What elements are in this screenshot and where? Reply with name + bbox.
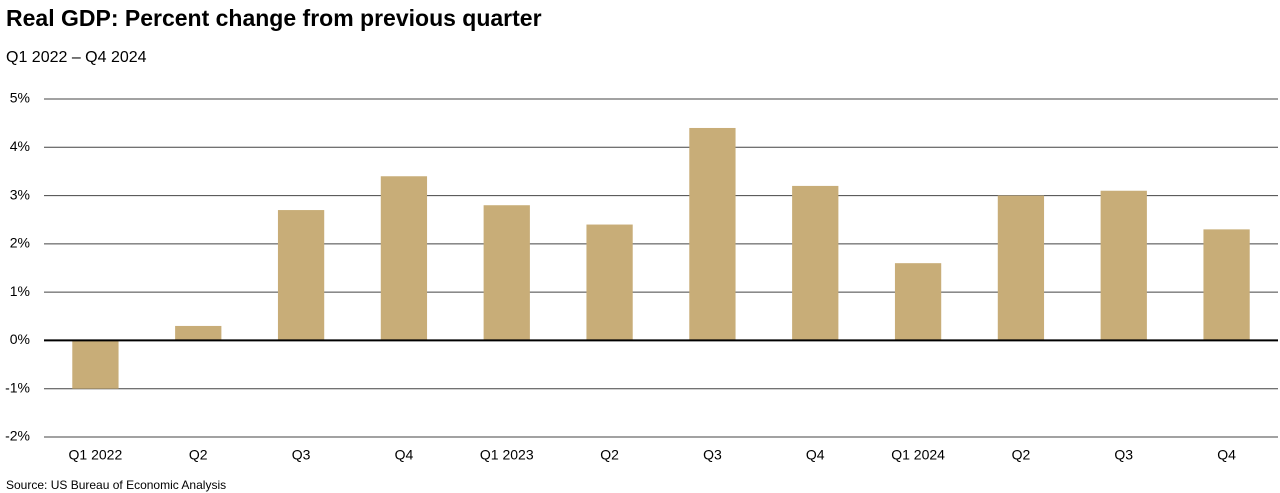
y-tick-label: 5% bbox=[10, 90, 30, 106]
y-tick-label: 2% bbox=[10, 235, 30, 251]
bar bbox=[792, 185, 839, 341]
bar bbox=[483, 205, 530, 341]
bar bbox=[380, 176, 428, 341]
chart-title: Real GDP: Percent change from previous q… bbox=[6, 5, 542, 31]
chart-subtitle: Q1 2022 – Q4 2024 bbox=[6, 49, 147, 66]
bar bbox=[997, 195, 1045, 341]
bar bbox=[689, 127, 736, 341]
y-tick-label: 1% bbox=[10, 283, 30, 299]
y-tick-label: 0% bbox=[10, 331, 30, 347]
x-tick-label: Q2 bbox=[189, 447, 208, 463]
x-tick-label: Q3 bbox=[703, 447, 722, 463]
x-tick-label: Q2 bbox=[1012, 447, 1031, 463]
x-tick-label: Q1 2024 bbox=[891, 447, 945, 463]
bar bbox=[1203, 229, 1250, 341]
x-tick-label: Q3 bbox=[292, 447, 311, 463]
y-tick-label: -2% bbox=[5, 428, 30, 444]
x-tick-label: Q4 bbox=[395, 447, 414, 463]
x-tick-label: Q1 2023 bbox=[480, 447, 534, 463]
bar bbox=[1100, 190, 1147, 341]
source-note: Source: US Bureau of Economic Analysis bbox=[6, 478, 226, 492]
bar bbox=[894, 263, 942, 341]
x-tick-label: Q1 2022 bbox=[69, 447, 123, 463]
bar bbox=[72, 340, 119, 389]
x-tick-label: Q3 bbox=[1114, 447, 1133, 463]
x-tick-label: Q2 bbox=[600, 447, 619, 463]
bar bbox=[175, 325, 222, 341]
x-tick-label: Q4 bbox=[806, 447, 825, 463]
bar bbox=[277, 210, 325, 341]
x-tick-label: Q4 bbox=[1217, 447, 1236, 463]
y-tick-label: 4% bbox=[10, 138, 30, 154]
bar bbox=[586, 224, 633, 341]
y-tick-label: 3% bbox=[10, 186, 30, 202]
y-tick-label: -1% bbox=[5, 379, 30, 395]
